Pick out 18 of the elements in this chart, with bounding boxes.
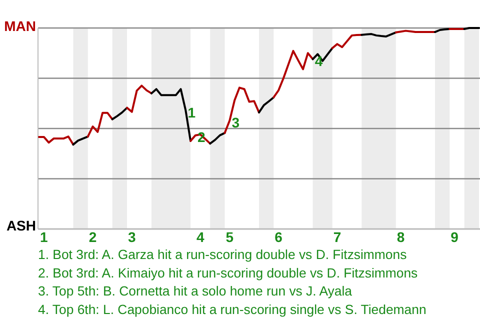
x-tick-label: 6 bbox=[274, 228, 283, 245]
text: 2. Bot 3rd: A. Kimaiyo hit a run-scoring double vs D. Fitzsimmons bbox=[38, 265, 418, 280]
text: 1. Bot 3rd: A. Garza hit a run-scoring double vs D. Fitzsimmons bbox=[38, 247, 408, 262]
text: MAN bbox=[4, 18, 36, 34]
annotation: 3 bbox=[232, 114, 240, 130]
x-tick-label: 4 bbox=[196, 228, 204, 245]
x-tick-label: 5 bbox=[226, 228, 234, 245]
x-tick-label: 8 bbox=[396, 228, 405, 245]
annotation: 4 bbox=[314, 53, 323, 70]
text: 3. Top 5th: B. Cornetta hit a solo home run vs J. Ayala bbox=[38, 284, 353, 299]
x-tick-label: 2 bbox=[88, 228, 97, 245]
x-tick-label: 3 bbox=[128, 228, 136, 245]
text: ASH bbox=[6, 217, 36, 234]
text: 4. Top 6th: L. Capobianco hit a run-scoring single vs S. Tiedemann bbox=[38, 302, 426, 317]
x-tick-label: 7 bbox=[333, 228, 342, 245]
annotation: 1 bbox=[188, 104, 196, 120]
x-tick-label: 9 bbox=[450, 228, 459, 245]
x-tick-label: 1 bbox=[40, 228, 48, 245]
